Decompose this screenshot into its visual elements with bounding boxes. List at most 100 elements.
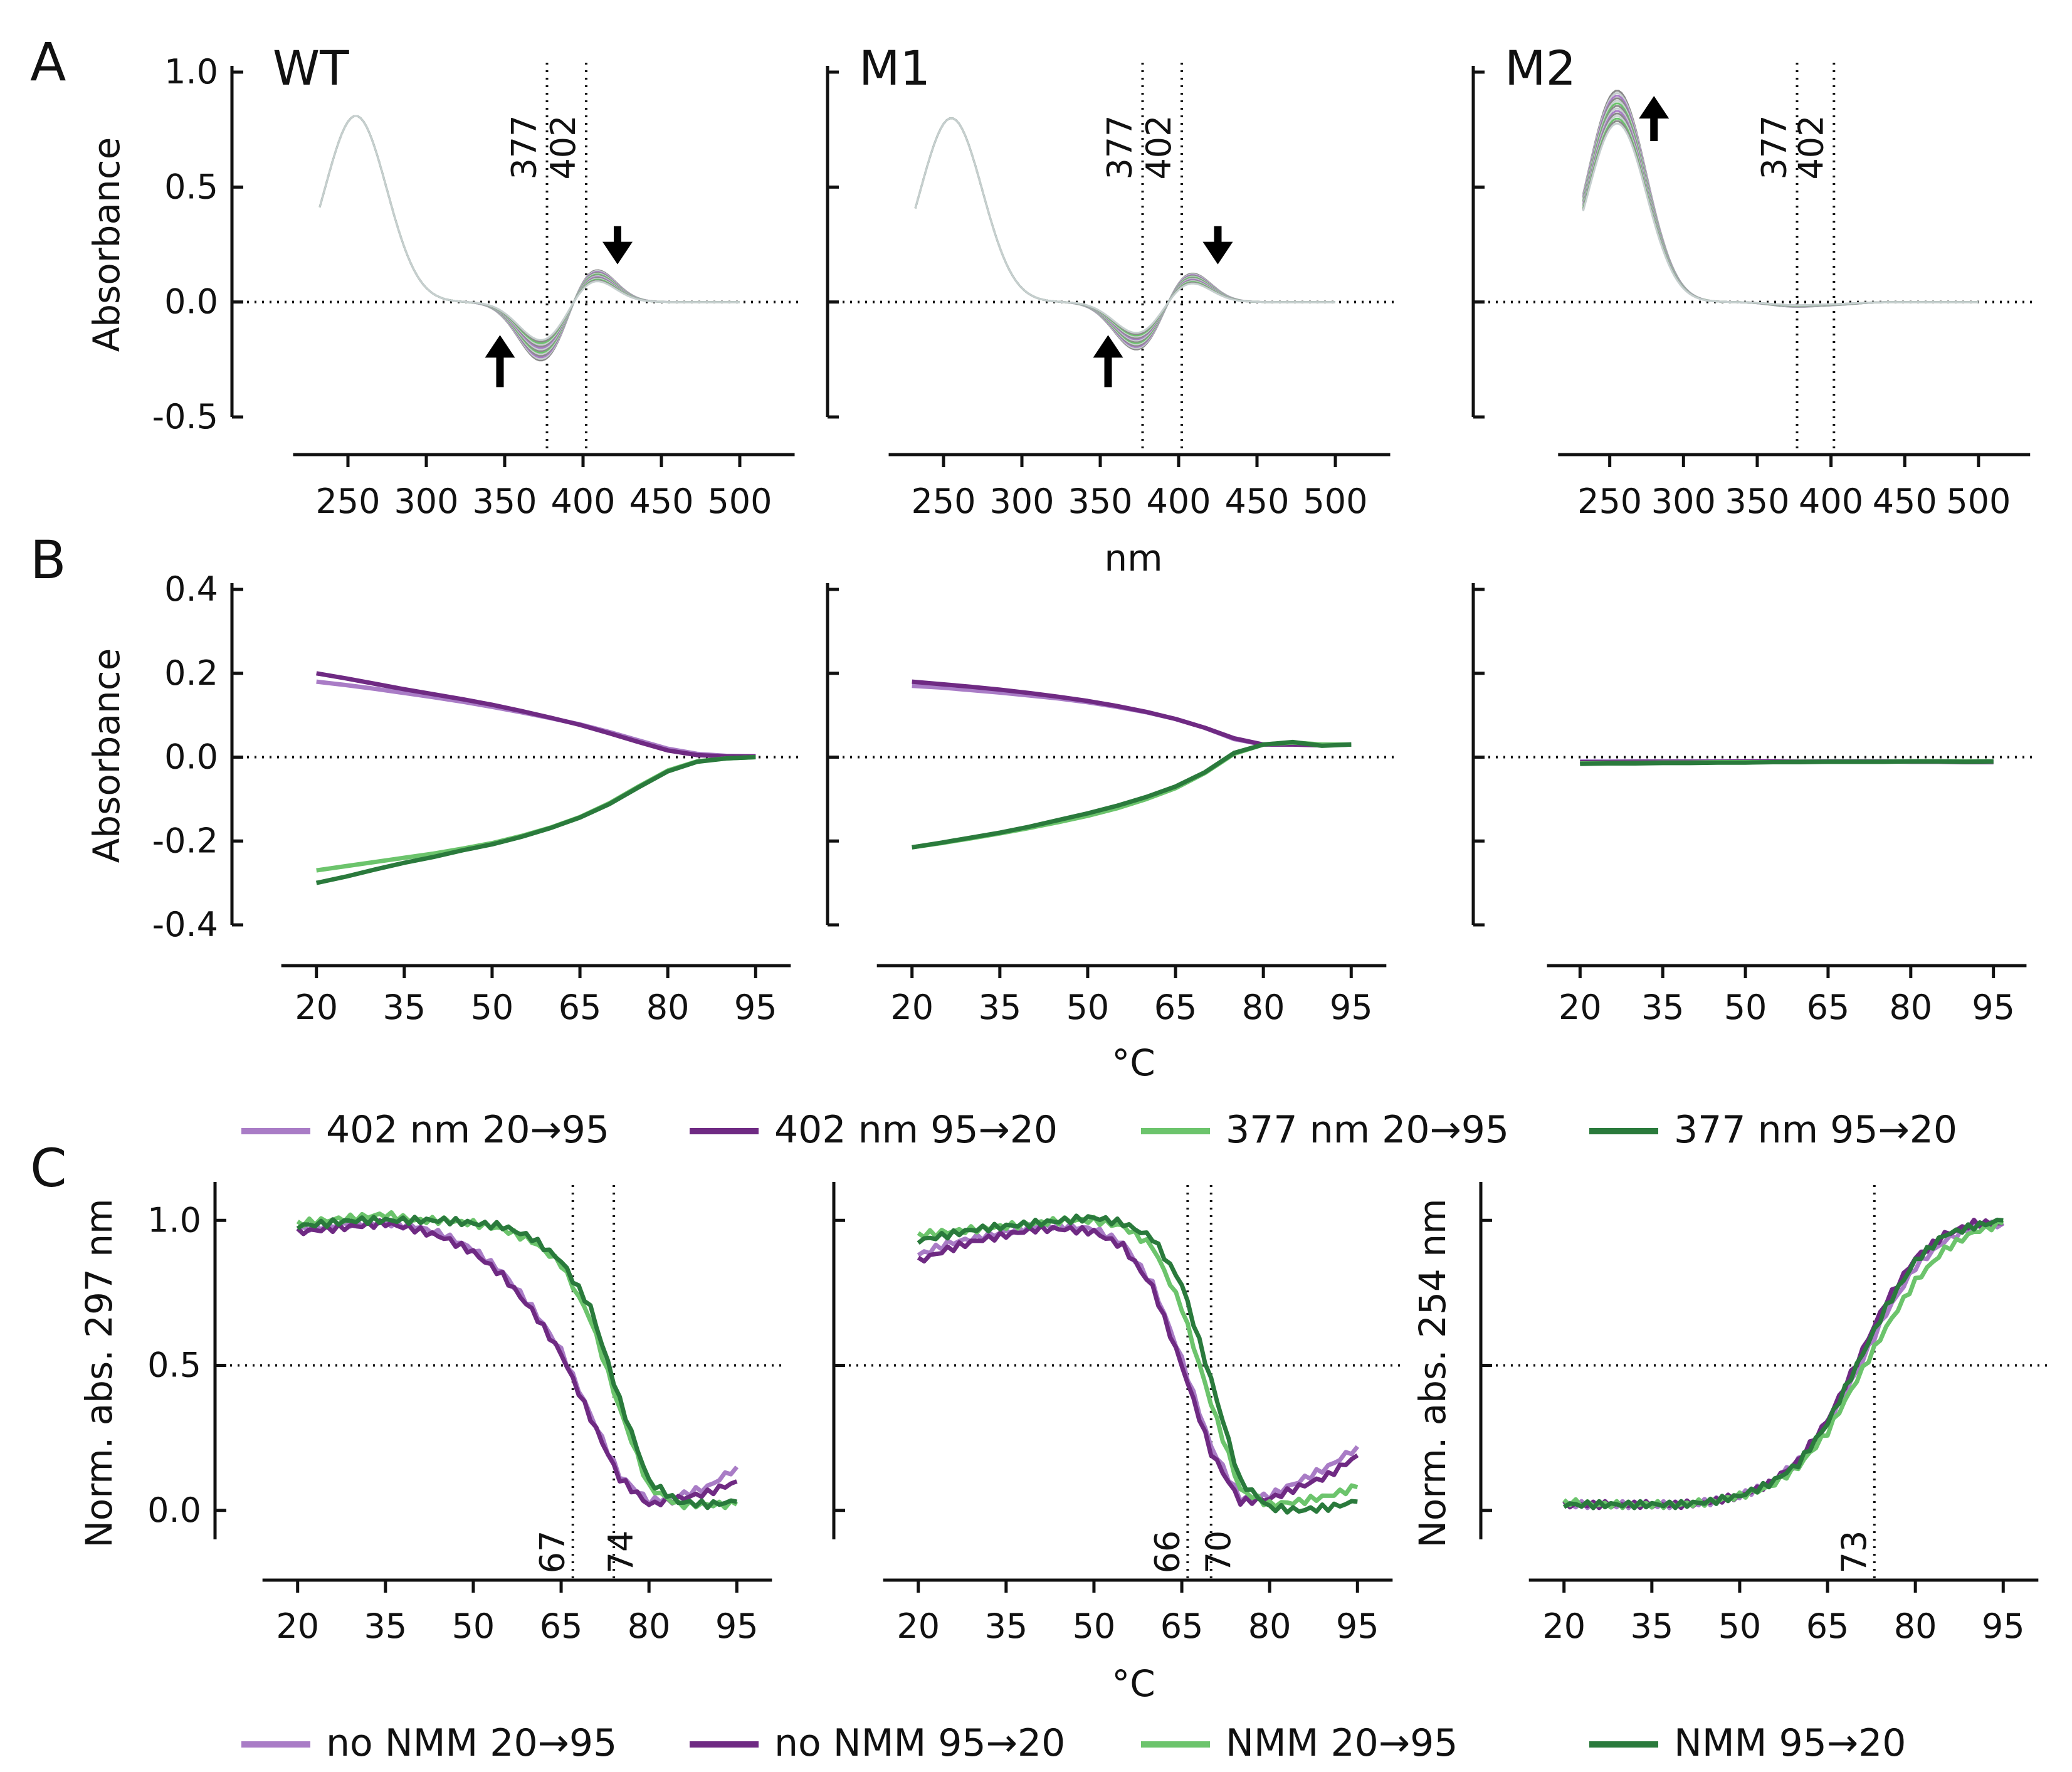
subplot-title: M2 bbox=[1505, 40, 1576, 96]
spectrum-line bbox=[318, 115, 740, 341]
x-tick-label: 20 bbox=[1559, 988, 1602, 1027]
x-tick-label: 350 bbox=[1068, 482, 1132, 521]
tm-label: 74 bbox=[601, 1531, 641, 1574]
x-tick-label: 65 bbox=[559, 988, 602, 1027]
legend-b-item-2: 402 nm 95→20 bbox=[690, 1108, 1058, 1152]
x-tick-label: 250 bbox=[1577, 482, 1642, 521]
x-tick-label: 35 bbox=[978, 988, 1021, 1027]
x-tick-label: 35 bbox=[382, 988, 426, 1027]
y-tick-label: 0.0 bbox=[147, 1490, 201, 1530]
x-tick-label: 95 bbox=[734, 988, 777, 1027]
x-tick-label: 80 bbox=[1894, 1606, 1937, 1646]
series-line-3 bbox=[912, 740, 1352, 850]
x-tick-label: 400 bbox=[1799, 482, 1863, 521]
x-tick-label: 35 bbox=[364, 1606, 407, 1646]
x-tick-label: 500 bbox=[1946, 482, 2011, 521]
x-tick-label: 80 bbox=[646, 988, 690, 1027]
panel-b-subplot-m1: 20 35 50 65 80 95 bbox=[826, 583, 1398, 1027]
panel-b-subplot-m2: 20 35 50 65 80 95 bbox=[1471, 583, 2038, 1027]
series-line-3 bbox=[296, 1210, 739, 1511]
marker-label-402: 402 bbox=[544, 115, 583, 179]
series-line-1 bbox=[316, 679, 756, 759]
arrow-down-icon bbox=[602, 241, 633, 265]
x-tick-label: 350 bbox=[1725, 482, 1789, 521]
x-tick-label: 65 bbox=[1160, 1606, 1204, 1646]
legend-label: NMM 95→20 bbox=[1674, 1721, 1906, 1765]
x-tick-label: 50 bbox=[1724, 988, 1767, 1027]
arrow-up-icon bbox=[1639, 96, 1670, 119]
arrow-up-icon bbox=[1093, 335, 1123, 358]
subplot-title: M1 bbox=[859, 40, 930, 96]
x-tick-label: 300 bbox=[394, 482, 458, 521]
legend-c-item-1: no NMM 20→95 bbox=[241, 1721, 617, 1765]
legend-label: NMM 20→95 bbox=[1226, 1721, 1458, 1765]
x-tick-label: 300 bbox=[1651, 482, 1716, 521]
panel-c-xlabel: °C bbox=[1112, 1662, 1155, 1705]
spectrum-line bbox=[1582, 122, 1979, 307]
x-tick-label: 95 bbox=[715, 1606, 759, 1646]
arrow-up-icon bbox=[485, 335, 515, 358]
series-line-1 bbox=[912, 683, 1352, 747]
x-tick-label: 450 bbox=[1224, 482, 1289, 521]
x-tick-label: 300 bbox=[989, 482, 1054, 521]
y-tick-label: 0.0 bbox=[164, 282, 218, 322]
series-line-2 bbox=[296, 1218, 738, 1507]
panel-letter-b: B bbox=[30, 529, 66, 591]
x-tick-label: 80 bbox=[1248, 1606, 1291, 1646]
tm-label: 70 bbox=[1199, 1531, 1238, 1574]
marker-label-377: 377 bbox=[1100, 115, 1140, 179]
x-tick-label: 65 bbox=[1806, 1606, 1849, 1646]
panel-letter-c: C bbox=[30, 1137, 67, 1199]
y-tick-label: 0.5 bbox=[164, 167, 218, 206]
x-tick-label: 80 bbox=[628, 1606, 671, 1646]
x-tick-label: 50 bbox=[471, 988, 514, 1027]
panel-c-ylabel: Norm. abs. 297 nm bbox=[78, 1199, 120, 1548]
panel-a-xlabel: nm bbox=[1104, 537, 1162, 579]
panel-a-subplot-wt: 1.0 0.5 0.0 -0.5 250 300 350 400 450 500 377 402 WT bbox=[152, 40, 802, 521]
x-tick-label: 80 bbox=[1889, 988, 1932, 1027]
legend-label: no NMM 20→95 bbox=[326, 1721, 617, 1765]
marker-label-377: 377 bbox=[1754, 115, 1794, 179]
x-tick-label: 35 bbox=[1641, 988, 1685, 1027]
y-tick-label: 1.0 bbox=[147, 1200, 201, 1240]
series-line-4 bbox=[1562, 1217, 2004, 1511]
marker-label-377: 377 bbox=[505, 115, 544, 179]
panel-b-xlabel: °C bbox=[1112, 1042, 1155, 1084]
legend-label: 402 nm 20→95 bbox=[326, 1108, 609, 1152]
x-tick-label: 35 bbox=[984, 1606, 1028, 1646]
series-line-3 bbox=[316, 755, 756, 873]
legend-label: 377 nm 20→95 bbox=[1226, 1108, 1509, 1152]
x-tick-label: 400 bbox=[1146, 482, 1211, 521]
series-line-1 bbox=[297, 1218, 739, 1507]
panel-c-subplot-wt: 1.0 0.5 0.0 20 35 50 65 80 95 67 74 bbox=[147, 1182, 784, 1646]
legend-c-item-2: no NMM 95→20 bbox=[690, 1721, 1065, 1765]
panel-b-ylabel: Absorbance bbox=[85, 648, 128, 863]
x-tick-label: 20 bbox=[890, 988, 933, 1027]
marker-label-402: 402 bbox=[1791, 115, 1831, 179]
y-tick-label: 0.2 bbox=[164, 653, 218, 693]
x-tick-label: 250 bbox=[911, 482, 976, 521]
x-tick-label: 250 bbox=[315, 482, 380, 521]
x-tick-label: 20 bbox=[1542, 1606, 1586, 1646]
series-line-4 bbox=[912, 739, 1352, 850]
panel-c-ylabel-right: Norm. abs. 254 nm bbox=[1411, 1199, 1454, 1548]
arrow-down-icon bbox=[1202, 241, 1233, 265]
x-tick-label: 95 bbox=[1336, 1606, 1379, 1646]
legend-b-item-3: 377 nm 20→95 bbox=[1141, 1108, 1509, 1152]
panel-letter-a: A bbox=[30, 31, 66, 93]
x-tick-label: 50 bbox=[1718, 1606, 1762, 1646]
panel-b-subplot-wt: 0.4 0.2 0.0 -0.2 -0.4 20 35 50 65 80 95 bbox=[152, 569, 802, 1027]
y-tick-label: -0.2 bbox=[152, 821, 218, 860]
legend-b-item-4: 377 nm 95→20 bbox=[1589, 1108, 1957, 1152]
x-tick-label: 400 bbox=[550, 482, 615, 521]
panel-c-subplot-m2: 20 35 50 65 80 95 73 bbox=[1479, 1182, 2050, 1646]
panel-c-subplot-m1: 20 35 50 65 80 95 66 70 bbox=[832, 1182, 1404, 1646]
x-tick-label: 20 bbox=[295, 988, 338, 1027]
y-tick-label: -0.4 bbox=[152, 905, 218, 944]
x-tick-label: 65 bbox=[540, 1606, 583, 1646]
x-tick-label: 50 bbox=[1073, 1606, 1116, 1646]
tm-label: 67 bbox=[533, 1531, 572, 1574]
y-tick-label: 0.4 bbox=[164, 569, 218, 609]
